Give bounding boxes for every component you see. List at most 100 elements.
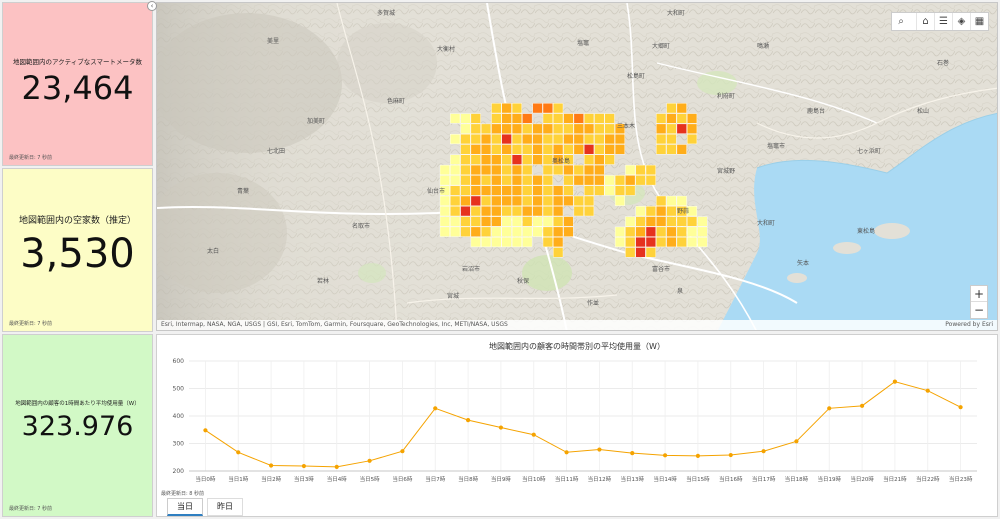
data-point (597, 447, 602, 452)
place-label: 大衡村 (437, 45, 455, 53)
line-chart: 200 300 400 500 600 当日0時 当日1時 当日2時 当日3時 当日4時 当日5時 当… (173, 358, 977, 483)
heat-cell (470, 206, 481, 217)
powered-by-link[interactable]: Powered by Esri (945, 321, 993, 328)
place-label: 矢本 (797, 259, 809, 267)
tab-today[interactable]: 当日 (167, 498, 203, 516)
heat-cell (614, 236, 626, 248)
heat-cell (501, 236, 512, 248)
heat-cell (573, 144, 584, 155)
place-label: 宮城 (447, 292, 459, 300)
heat-cell (584, 206, 595, 217)
kpi-title: 地図範囲内のアクティブなスマートメータ数 (12, 58, 143, 66)
heat-cell (553, 226, 564, 237)
place-label: 石巻 (937, 59, 949, 67)
y-tick-label: 200 (173, 468, 185, 475)
heat-cell (532, 123, 543, 134)
heat-cell (676, 216, 687, 227)
heat-cell (687, 236, 698, 248)
kpi-active-meters: 地図範囲内のアクティブなスマートメータ数 23,464 最終更新日: 7 秒前 (2, 2, 153, 166)
heat-cell (522, 164, 533, 176)
attribution-text: Esri, Intermap, NASA, NGA, USGS | GSI, E… (161, 321, 508, 328)
heat-cell (542, 144, 553, 155)
place-label: 三本木 (617, 122, 635, 130)
heat-cell (511, 144, 523, 155)
heat-cell (491, 123, 502, 134)
heat-cell (553, 206, 564, 217)
place-label: 多賀城 (377, 9, 395, 17)
heat-cell (604, 113, 615, 124)
kpi-value: 3,530 (20, 231, 135, 277)
heat-cell (645, 236, 656, 248)
heat-cell (656, 226, 667, 237)
heat-cell (511, 103, 523, 114)
heat-cell (522, 144, 533, 155)
place-label: 大和町 (757, 219, 775, 227)
heat-cell (501, 144, 512, 155)
kpi-title: 地図範囲内の顧客の1時間あたり平均使用量（W） (15, 401, 140, 407)
heat-cell (563, 226, 574, 237)
basemap-icon[interactable]: ▦ (970, 13, 988, 30)
place-label: 東松島 (857, 227, 875, 235)
zoom-out-button[interactable]: − (973, 303, 985, 317)
place-label: 加美町 (307, 117, 325, 125)
data-point (892, 379, 898, 384)
heat-cell (450, 226, 461, 237)
heat-cell (460, 226, 471, 237)
heat-cell (604, 123, 615, 134)
collapse-handle-icon[interactable]: ‹ (147, 1, 157, 11)
place-label: 塩竈 (577, 39, 589, 47)
heat-cell (491, 113, 502, 124)
heat-cell (542, 226, 553, 237)
heat-cell (676, 113, 687, 124)
heat-cell (604, 133, 615, 145)
legend-icon[interactable]: ☰ (934, 13, 952, 30)
tab-yesterday[interactable]: 昨日 (207, 498, 243, 516)
heat-cell (501, 164, 512, 176)
data-point (859, 403, 865, 408)
heat-cell (491, 154, 502, 165)
x-tick-label: 当日6時 (392, 475, 412, 483)
heat-cell (594, 123, 605, 134)
heat-cell (676, 226, 687, 237)
kpi-avg-usage: 地図範囲内の顧客の1時間あたり平均使用量（W） 323.976 最終更新日: 7… (2, 334, 153, 517)
heat-cell (666, 195, 677, 206)
heat-cell (614, 185, 626, 196)
place-label: 鹿島台 (807, 107, 825, 115)
heat-cell (491, 144, 502, 155)
y-tick-label: 400 (173, 413, 185, 420)
layers-icon[interactable]: ◈ (952, 13, 970, 30)
heat-cell (532, 185, 543, 196)
heat-cell (563, 175, 574, 186)
x-tick-label: 当日17時 (752, 475, 776, 483)
zoom-in-button[interactable]: + (971, 286, 987, 302)
heat-cell (481, 195, 492, 206)
heat-cell (511, 216, 523, 227)
heat-cell (625, 226, 636, 237)
heat-cell (470, 154, 481, 165)
heat-cell (511, 195, 523, 206)
map-view[interactable]: 大和町 大郷町 松島町 利府町 塩竈市 七ヶ浜町 石巻 大衡村 色麻町 加美町 仙台市 名取市 岩沼市富… (156, 2, 998, 331)
heat-cell (460, 123, 471, 134)
heat-cell (491, 236, 502, 248)
heat-cell (625, 164, 636, 176)
heat-cell (511, 226, 523, 237)
place-label: 青葉 (237, 187, 249, 195)
heat-cell (450, 113, 461, 124)
heat-cell (604, 185, 615, 196)
place-label: 名取市 (352, 222, 370, 230)
heat-cell (594, 154, 605, 165)
heat-cell (656, 236, 667, 248)
y-tick-label: 500 (173, 386, 185, 393)
heat-cell (542, 133, 553, 145)
heat-cell (460, 195, 471, 206)
search-icon[interactable]: ⌕ (898, 16, 904, 27)
place-label: 塩竈市 (767, 142, 785, 150)
heat-cell (553, 113, 564, 124)
map-canvas[interactable]: 大和町大郷町松島町利府町塩竈市七ヶ浜町石巻大衡村色麻町加美町仙台市名取市岩沼市富… (157, 3, 998, 331)
heat-cell (676, 123, 687, 134)
heat-cell (501, 216, 512, 227)
place-label: 美里 (267, 37, 279, 45)
home-icon[interactable]: ⌂ (916, 13, 934, 30)
map-attribution: Esri, Intermap, NASA, NGA, USGS | GSI, E… (157, 320, 997, 330)
